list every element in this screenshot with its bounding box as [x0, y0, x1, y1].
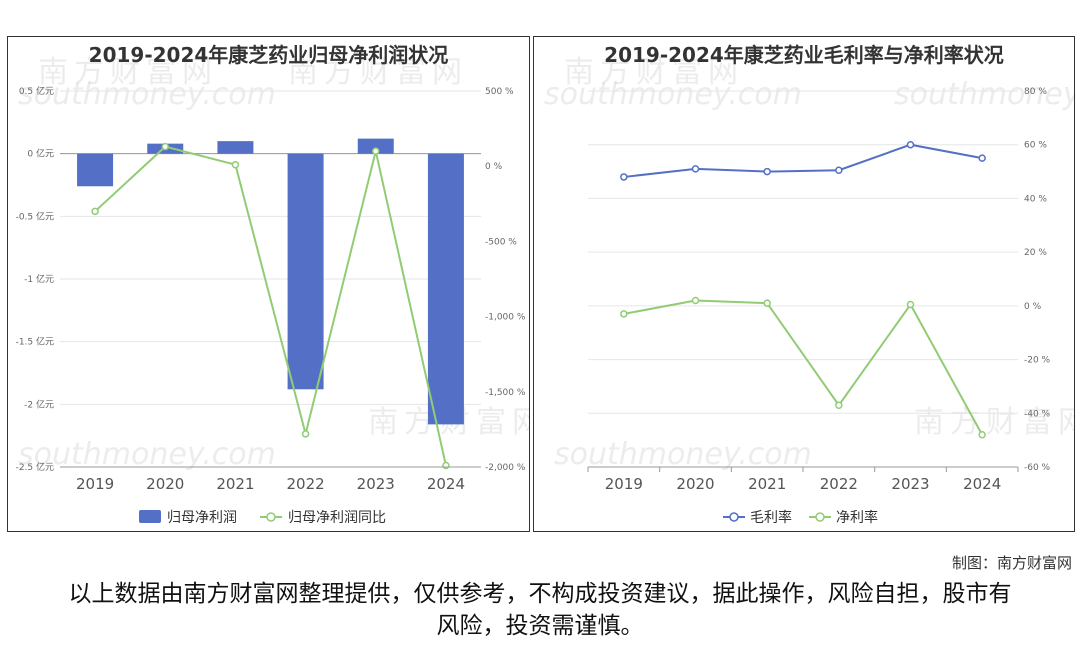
series-point-2019: [620, 173, 628, 181]
series-point-2020: [691, 165, 700, 173]
right-axis-tick-label: 80 %: [1024, 87, 1047, 97]
disclaimer-text: 以上数据由南方财富网整理提供，仅供参考，不构成投资建议，据此操作，风险自担，股市…: [68, 581, 1012, 639]
right-axis-tick-label: -1,500 %: [485, 388, 526, 398]
bar-2024: [427, 153, 464, 425]
right-axis-tick-label: -20 %: [1024, 356, 1051, 366]
right-axis-tick-label: -60 %: [1024, 463, 1051, 473]
x-axis-tick-label: 2021: [748, 475, 786, 493]
x-axis-tick-label: 2019: [76, 475, 114, 493]
series-point-2024: [978, 154, 986, 162]
yoy-point-2020: [161, 142, 169, 151]
right-axis-tick-label: -2,000 %: [485, 463, 526, 473]
right-axis-tick-label: 500 %: [485, 87, 514, 97]
series-line-net-margin: [623, 299, 984, 436]
series-point-2021: [763, 167, 771, 176]
net-profit-chart: 0.5 亿元 0 亿元 -0.5 亿元 -1 亿元 -1.5 亿元 -2 亿元 -2.5 亿…: [16, 85, 526, 526]
margin-chart-panel: 南方财富网 southmoney.com southmoney.com sout…: [533, 36, 1075, 532]
legend-label: 净利率: [836, 509, 878, 526]
left-axis-tick-label: -2.5 亿元: [16, 461, 54, 473]
yoy-point-2022: [301, 430, 310, 438]
legend-line-marker: [815, 512, 825, 522]
credit-text: 制图：南方财富网: [951, 554, 1072, 572]
chart-title: 2019-2024年康芝药业毛利率与净利率状况: [604, 43, 1004, 67]
legend-label: 毛利率: [750, 509, 792, 526]
right-axis-tick-label: -40 %: [1024, 409, 1051, 419]
right-axis-tick-label: 0 %: [1024, 302, 1042, 312]
series-point-2021: [763, 299, 771, 307]
x-axis-tick-label: 2024: [427, 475, 465, 493]
series-point-2022: [835, 401, 843, 409]
right-axis-tick-label: -500 %: [485, 237, 517, 247]
chart-title: 2019-2024年康芝药业归母净利润状况: [88, 43, 449, 67]
x-axis-tick-label: 2023: [357, 475, 395, 493]
right-axis-tick-label: -1,000 %: [485, 313, 526, 323]
right-axis-tick-label: 0 %: [485, 162, 503, 172]
legend-label: 归母净利润: [167, 509, 237, 526]
series-point-2023: [906, 140, 915, 149]
series-point-2020: [691, 296, 700, 305]
legend-label: 归母净利润同比: [288, 509, 386, 526]
yoy-point-2019: [91, 207, 99, 216]
left-axis-tick-label: -1.5 亿元: [16, 336, 54, 348]
series-point-2019: [620, 310, 628, 318]
x-axis-tick-label: 2020: [146, 475, 184, 493]
margin-chart: 80 % 60 % 40 % 20 % 0 % -20 % -40 % -60 % 2019 20…: [587, 87, 1051, 526]
series-point-2022: [835, 166, 843, 174]
right-axis-tick-label: 20 %: [1024, 248, 1047, 258]
series-line-gross-margin: [623, 143, 983, 178]
x-axis-tick-label: 2020: [676, 475, 714, 493]
right-axis-tick-label: 40 %: [1024, 194, 1047, 204]
bar-2023: [357, 138, 394, 154]
x-axis-tick-label: 2019: [605, 475, 643, 493]
right-axis-tick-label: 60 %: [1024, 141, 1047, 151]
x-axis-tick-label: 2021: [216, 475, 254, 493]
left-axis-tick-label: -2 亿元: [24, 398, 54, 410]
left-axis-tick-label: 0 亿元: [27, 148, 54, 160]
x-axis-tick-label: 2023: [891, 475, 929, 493]
bar-2021: [217, 141, 254, 154]
yoy-point-2023: [372, 147, 380, 155]
series-point-2024: [978, 431, 986, 439]
bar-2022: [287, 153, 324, 390]
net-profit-chart-panel: 南方财富网 southmoney.com 南方财富网 southmoney.co…: [7, 36, 530, 532]
yoy-point-2021: [231, 160, 240, 169]
x-axis-tick-label: 2022: [820, 475, 858, 493]
legend-bar-swatch: [139, 510, 161, 523]
series-point-2023: [906, 300, 915, 309]
x-axis-tick-label: 2022: [286, 475, 324, 493]
legend-line-marker: [729, 512, 739, 522]
yoy-point-2024: [442, 461, 450, 470]
bar-2019: [77, 153, 114, 187]
left-axis-tick-label: 0.5 亿元: [19, 85, 54, 97]
left-axis-tick-label: -1 亿元: [24, 273, 54, 285]
yoy-line: [94, 145, 447, 466]
x-axis-tick-label: 2024: [963, 475, 1001, 493]
legend-line-marker: [266, 512, 276, 522]
left-axis-tick-label: -0.5 亿元: [16, 210, 54, 222]
